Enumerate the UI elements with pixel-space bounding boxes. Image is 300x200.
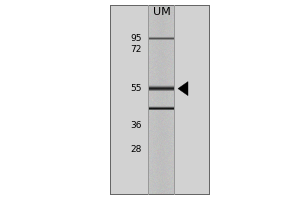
Text: 95: 95 <box>130 34 142 43</box>
Text: UM: UM <box>153 7 171 17</box>
Polygon shape <box>178 82 188 96</box>
Text: 28: 28 <box>130 145 142 154</box>
Text: 36: 36 <box>130 121 142 130</box>
Text: 55: 55 <box>130 84 142 93</box>
Text: 72: 72 <box>130 45 142 54</box>
